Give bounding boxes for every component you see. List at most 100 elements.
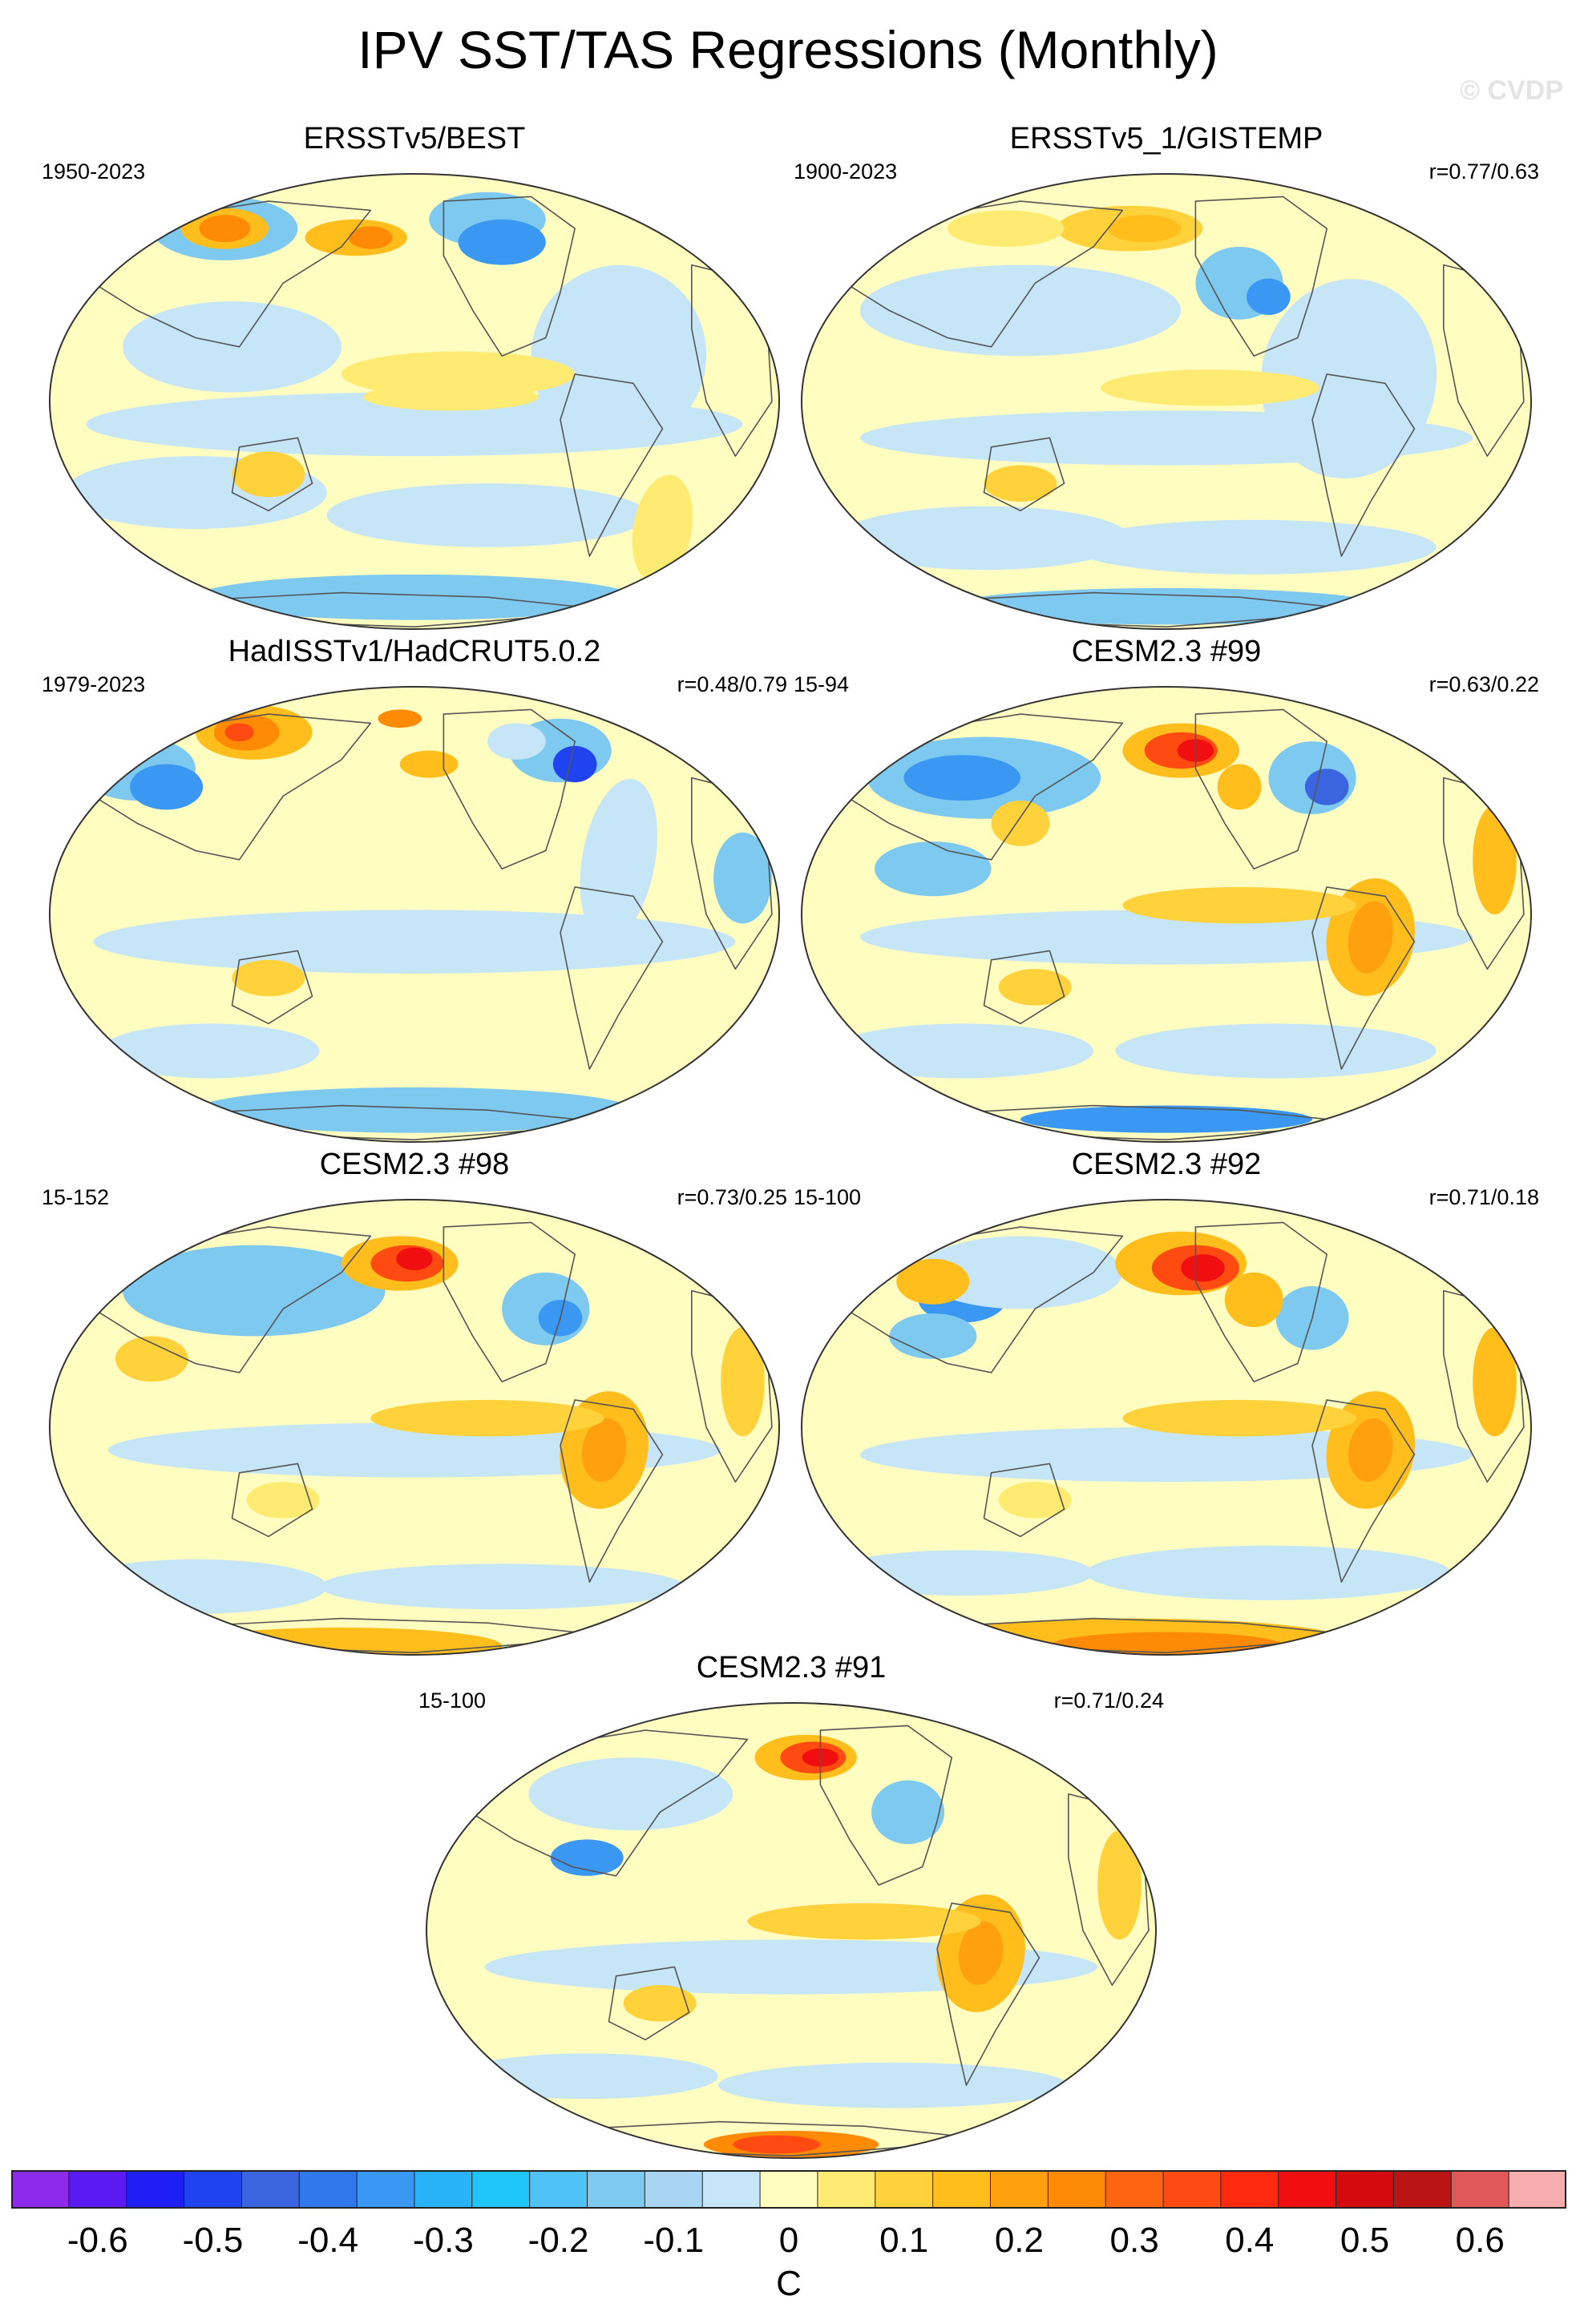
regression-map — [49, 173, 780, 630]
map-field — [426, 1703, 1156, 2158]
anomaly-region — [871, 1780, 945, 1845]
colorbar-swatch — [1163, 2170, 1222, 2209]
anomaly-region — [948, 210, 1065, 247]
coastline — [1194, 708, 1328, 869]
colorbar-swatch — [1336, 2170, 1394, 2209]
anomaly-region — [487, 723, 546, 760]
anomaly-region — [363, 383, 539, 411]
panel-title: CESM2.3 #98 — [319, 1148, 510, 1181]
map-border — [49, 173, 780, 630]
anomaly-region — [550, 1839, 624, 1876]
anomaly-region — [196, 1087, 633, 1133]
anomaly-region — [319, 1563, 685, 1610]
colorbar-swatch — [817, 2170, 876, 2209]
anomaly-region — [115, 1336, 188, 1382]
anomaly-region — [378, 709, 422, 728]
colorbar-swatch — [932, 2170, 991, 2209]
map-field — [50, 174, 779, 629]
map-panel-cesm2-3-92: CESM2.3 #92 15-100 r=0.71/0.18 — [794, 1146, 1539, 1659]
panel-period: 1979-2023 — [42, 672, 146, 696]
map-panel-ersstv5-1-gistemp: ERSSTv5_1/GISTEMP 1900-2023 r=0.77/0.63 — [794, 120, 1539, 633]
colorbar-tick-label: 0.5 — [1340, 2221, 1389, 2260]
colorbar-tick-label: -0.4 — [297, 2221, 358, 2260]
map-panel-ersstv5-best: ERSSTv5/BEST 1950-2023 — [42, 120, 787, 633]
anomaly-region — [1122, 1399, 1356, 1437]
panel-period: 15-100 — [794, 1185, 862, 1209]
colorbar-tick-label: -0.6 — [67, 2221, 128, 2260]
anomaly-region — [458, 219, 546, 265]
anomaly-region — [93, 910, 736, 974]
anomaly-region — [581, 1418, 627, 1482]
map-field — [802, 1200, 1531, 1655]
anomaly-region — [1217, 764, 1262, 810]
colorbar-swatch — [299, 2170, 358, 2209]
regression-map — [49, 686, 780, 1143]
anomaly-region — [1115, 1023, 1437, 1079]
map-panel-cesm2-3-91: CESM2.3 #91 15-100 r=0.71/0.24 — [418, 1649, 1164, 2162]
coastline — [983, 1463, 1065, 1538]
colorbar-swatch — [760, 2170, 818, 2209]
anomaly-region — [718, 2062, 1069, 2108]
anomaly-region — [830, 1023, 1093, 1079]
colorbar-swatch — [645, 2170, 703, 2209]
watermark-logo: © CVDP — [1460, 75, 1563, 106]
coastline — [560, 886, 664, 1070]
coastline — [1311, 373, 1416, 557]
colorbar-swatch — [990, 2170, 1049, 2209]
map-field — [50, 687, 779, 1142]
anomaly-region — [896, 1258, 970, 1305]
anomaly-region — [1348, 1418, 1393, 1482]
map-field — [50, 1200, 779, 1655]
colorbar-swatch — [587, 2170, 645, 2209]
anomaly-region — [100, 1023, 320, 1079]
anomaly-region — [1473, 1327, 1517, 1437]
panel-period: 15-94 — [794, 672, 850, 696]
anomaly-region — [830, 1550, 1093, 1596]
anomaly-region — [123, 301, 341, 393]
anomaly-region — [875, 841, 992, 897]
map-panel-cesm2-3-99: CESM2.3 #99 15-94 r=0.63/0.22 — [794, 633, 1539, 1146]
anomaly-region — [991, 801, 1050, 846]
coastline — [608, 1966, 690, 2041]
anomaly-region — [1473, 805, 1517, 914]
anomaly-region — [399, 750, 459, 778]
coastline — [983, 437, 1065, 512]
anomaly-region — [948, 587, 1385, 625]
anomaly-region — [1260, 279, 1437, 479]
colorbar-tick-label: -0.2 — [528, 2221, 589, 2260]
anomaly-region — [1071, 519, 1437, 575]
colorbar-tick-label: 0.6 — [1456, 2221, 1505, 2260]
anomaly-region — [1108, 215, 1182, 243]
panel-correlation: r=0.73/0.25 — [677, 1185, 787, 1209]
colorbar-swatch — [1509, 2170, 1566, 2209]
coastline — [92, 713, 372, 861]
coastline — [442, 1221, 576, 1382]
map-border — [801, 173, 1532, 630]
regression-map — [49, 1199, 780, 1656]
coastline — [1311, 886, 1416, 1070]
panel-title: ERSSTv5/BEST — [303, 122, 526, 155]
map-panel-hadisstv1-hadcrut: HadISSTv1/HadCRUT5.0.2 1979-2023 r=0.48/… — [42, 633, 787, 1146]
anomaly-region — [859, 264, 1182, 357]
anomaly-region — [580, 778, 657, 941]
colorbar-swatch — [1278, 2170, 1337, 2209]
coastline — [560, 1399, 664, 1583]
colorbar-swatch — [471, 2170, 531, 2209]
anomaly-region — [1247, 278, 1291, 316]
colorbar-tick-label: 0.4 — [1225, 2221, 1274, 2260]
anomaly-region — [984, 465, 1057, 502]
colorbar-tick-label: 0 — [779, 2221, 798, 2260]
anomaly-region — [1020, 1105, 1312, 1133]
colorbar-tick-label: -0.3 — [413, 2221, 474, 2260]
anomaly-region — [958, 1921, 1004, 1985]
anomaly-region — [1085, 1545, 1451, 1600]
coastline — [92, 200, 372, 348]
map-panel-cesm2-3-98: CESM2.3 #98 15-152 r=0.73/0.25 — [42, 1146, 787, 1659]
anomaly-region — [349, 226, 393, 249]
regression-map — [801, 686, 1532, 1143]
figure-title: IPV SST/TAS Regressions (Monthly) — [358, 20, 1218, 79]
panel-period: 15-100 — [418, 1689, 487, 1713]
anomaly-region — [859, 910, 1473, 965]
colorbar-swatch — [875, 2170, 934, 2209]
coastline — [1194, 1221, 1328, 1382]
